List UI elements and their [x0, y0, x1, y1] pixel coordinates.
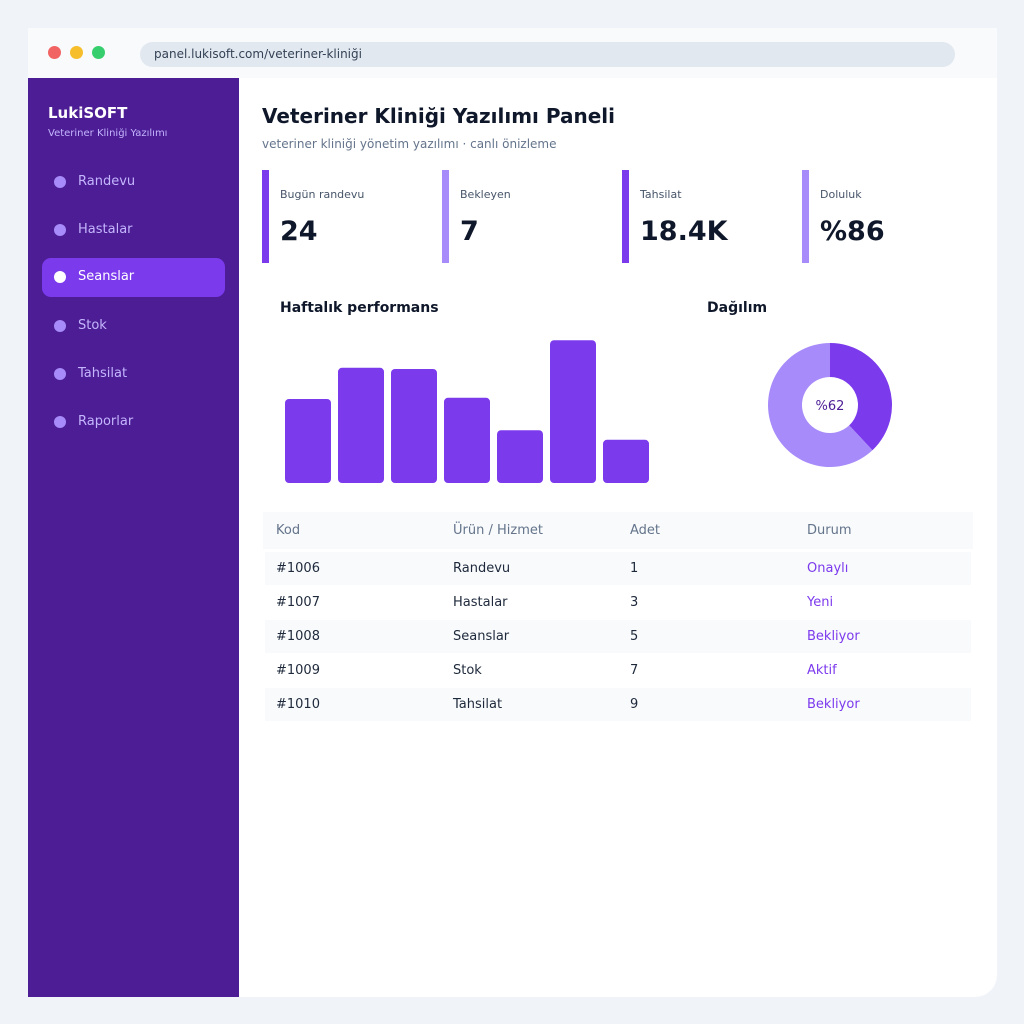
- table-row[interactable]: #1008 Seanslar 5 Bekliyor: [265, 620, 971, 653]
- page-subtitle: veteriner kliniği yönetim yazılımı · can…: [262, 137, 557, 151]
- stat-value: %86: [820, 216, 885, 247]
- close-window-button[interactable]: [48, 46, 61, 59]
- stat-label: Bugün randevu: [280, 188, 365, 201]
- sidebar-item-raporlar[interactable]: Raporlar: [42, 403, 225, 442]
- cell-item: Tahsilat: [453, 697, 503, 712]
- table-row[interactable]: #1006 Randevu 1 Onaylı: [265, 552, 971, 585]
- sidebar-item-hastalar[interactable]: Hastalar: [42, 211, 225, 250]
- browser-window: panel.lukisoft.com/veteriner-kliniği Luk…: [28, 28, 997, 997]
- sidebar-item-tahsilat[interactable]: Tahsilat: [42, 355, 225, 394]
- cell-code: #1006: [276, 561, 320, 576]
- bar: [338, 367, 384, 483]
- bar: [550, 340, 596, 483]
- cell-item: Randevu: [453, 561, 511, 576]
- stat-accent-bar: [802, 170, 809, 263]
- stat-value: 7: [460, 216, 479, 247]
- donut-center-label: %62: [816, 399, 845, 414]
- column-header-kod[interactable]: Kod: [276, 523, 301, 538]
- cell-status: Bekliyor: [807, 697, 860, 712]
- table-row[interactable]: #1007 Hastalar 3 Yeni: [265, 586, 971, 619]
- sidebar-item-randevu[interactable]: Randevu: [42, 163, 225, 202]
- sidebar-item-label: Seanslar: [78, 269, 135, 284]
- nav-dot-icon: [54, 224, 66, 236]
- sidebar-item-label: Raporlar: [78, 414, 134, 429]
- stat-card-bekleyen: Bekleyen 7: [442, 170, 602, 263]
- bar: [497, 430, 543, 483]
- address-bar[interactable]: panel.lukisoft.com/veteriner-kliniği: [140, 42, 955, 67]
- cell-status: Aktif: [807, 663, 837, 678]
- table-header: Kod Ürün / Hizmet Adet Durum: [263, 512, 973, 549]
- nav-dot-icon: [54, 176, 66, 188]
- sidebar-item-seanslar[interactable]: Seanslar: [42, 258, 225, 297]
- column-header-adet[interactable]: Adet: [630, 523, 661, 538]
- sidebar-item-label: Randevu: [78, 174, 136, 189]
- bar: [444, 397, 490, 483]
- sidebar-item-label: Hastalar: [78, 222, 133, 237]
- cell-status: Yeni: [807, 595, 834, 610]
- stat-card-doluluk: Doluluk %86: [802, 170, 962, 263]
- cell-code: #1008: [276, 629, 320, 644]
- stat-label: Tahsilat: [640, 188, 682, 201]
- column-header-urun[interactable]: Ürün / Hizmet: [453, 523, 543, 538]
- brand-subtitle: Veteriner Kliniği Yazılımı: [48, 128, 168, 139]
- browser-titlebar: panel.lukisoft.com/veteriner-kliniği: [28, 28, 997, 78]
- cell-qty: 7: [630, 663, 639, 678]
- column-header-durum[interactable]: Durum: [807, 523, 852, 538]
- distribution-donut-chart: %62: [768, 343, 892, 467]
- nav-dot-icon: [54, 368, 66, 380]
- sidebar-item-label: Tahsilat: [78, 366, 128, 381]
- nav-dot-icon: [54, 320, 66, 332]
- brand-logo-text: LukiSOFT: [48, 104, 128, 122]
- stat-value: 18.4K: [640, 216, 728, 247]
- stat-label: Doluluk: [820, 188, 862, 201]
- sidebar-item-label: Stok: [78, 318, 107, 333]
- stat-label: Bekleyen: [460, 188, 511, 201]
- performance-chart-title: Haftalık performans: [280, 300, 439, 316]
- donut-slice: [768, 343, 873, 467]
- table-row[interactable]: #1010 Tahsilat 9 Bekliyor: [265, 688, 971, 721]
- cell-item: Stok: [453, 663, 482, 678]
- cell-qty: 1: [630, 561, 639, 576]
- main-content: Veteriner Kliniği Yazılımı Paneli veteri…: [239, 78, 997, 997]
- cell-qty: 9: [630, 697, 639, 712]
- distribution-chart-title: Dağılım: [707, 300, 768, 316]
- sidebar-item-stok[interactable]: Stok: [42, 307, 225, 346]
- cell-code: #1009: [276, 663, 320, 678]
- donut-slice: [830, 343, 892, 451]
- minimize-window-button[interactable]: [70, 46, 83, 59]
- stat-card-tahsilat: Tahsilat 18.4K: [622, 170, 782, 263]
- maximize-window-button[interactable]: [92, 46, 105, 59]
- page-title: Veteriner Kliniği Yazılımı Paneli: [262, 104, 615, 128]
- bar: [285, 399, 331, 483]
- cell-qty: 5: [630, 629, 639, 644]
- bar: [603, 439, 649, 483]
- stat-accent-bar: [622, 170, 629, 263]
- cell-qty: 3: [630, 595, 639, 610]
- nav-dot-icon: [54, 271, 66, 283]
- stat-value: 24: [280, 216, 318, 247]
- nav-dot-icon: [54, 416, 66, 428]
- bar: [391, 369, 437, 483]
- cell-status: Onaylı: [807, 561, 849, 576]
- cell-item: Hastalar: [453, 595, 508, 610]
- sidebar: LukiSOFT Veteriner Kliniği Yazılımı Rand…: [28, 78, 239, 997]
- stat-card-randevu: Bugün randevu 24: [262, 170, 422, 263]
- stat-accent-bar: [442, 170, 449, 263]
- cell-code: #1010: [276, 697, 320, 712]
- performance-bar-chart: [285, 340, 649, 483]
- cell-item: Seanslar: [453, 629, 510, 644]
- table-row[interactable]: #1009 Stok 7 Aktif: [265, 654, 971, 687]
- stat-accent-bar: [262, 170, 269, 263]
- cell-code: #1007: [276, 595, 320, 610]
- cell-status: Bekliyor: [807, 629, 860, 644]
